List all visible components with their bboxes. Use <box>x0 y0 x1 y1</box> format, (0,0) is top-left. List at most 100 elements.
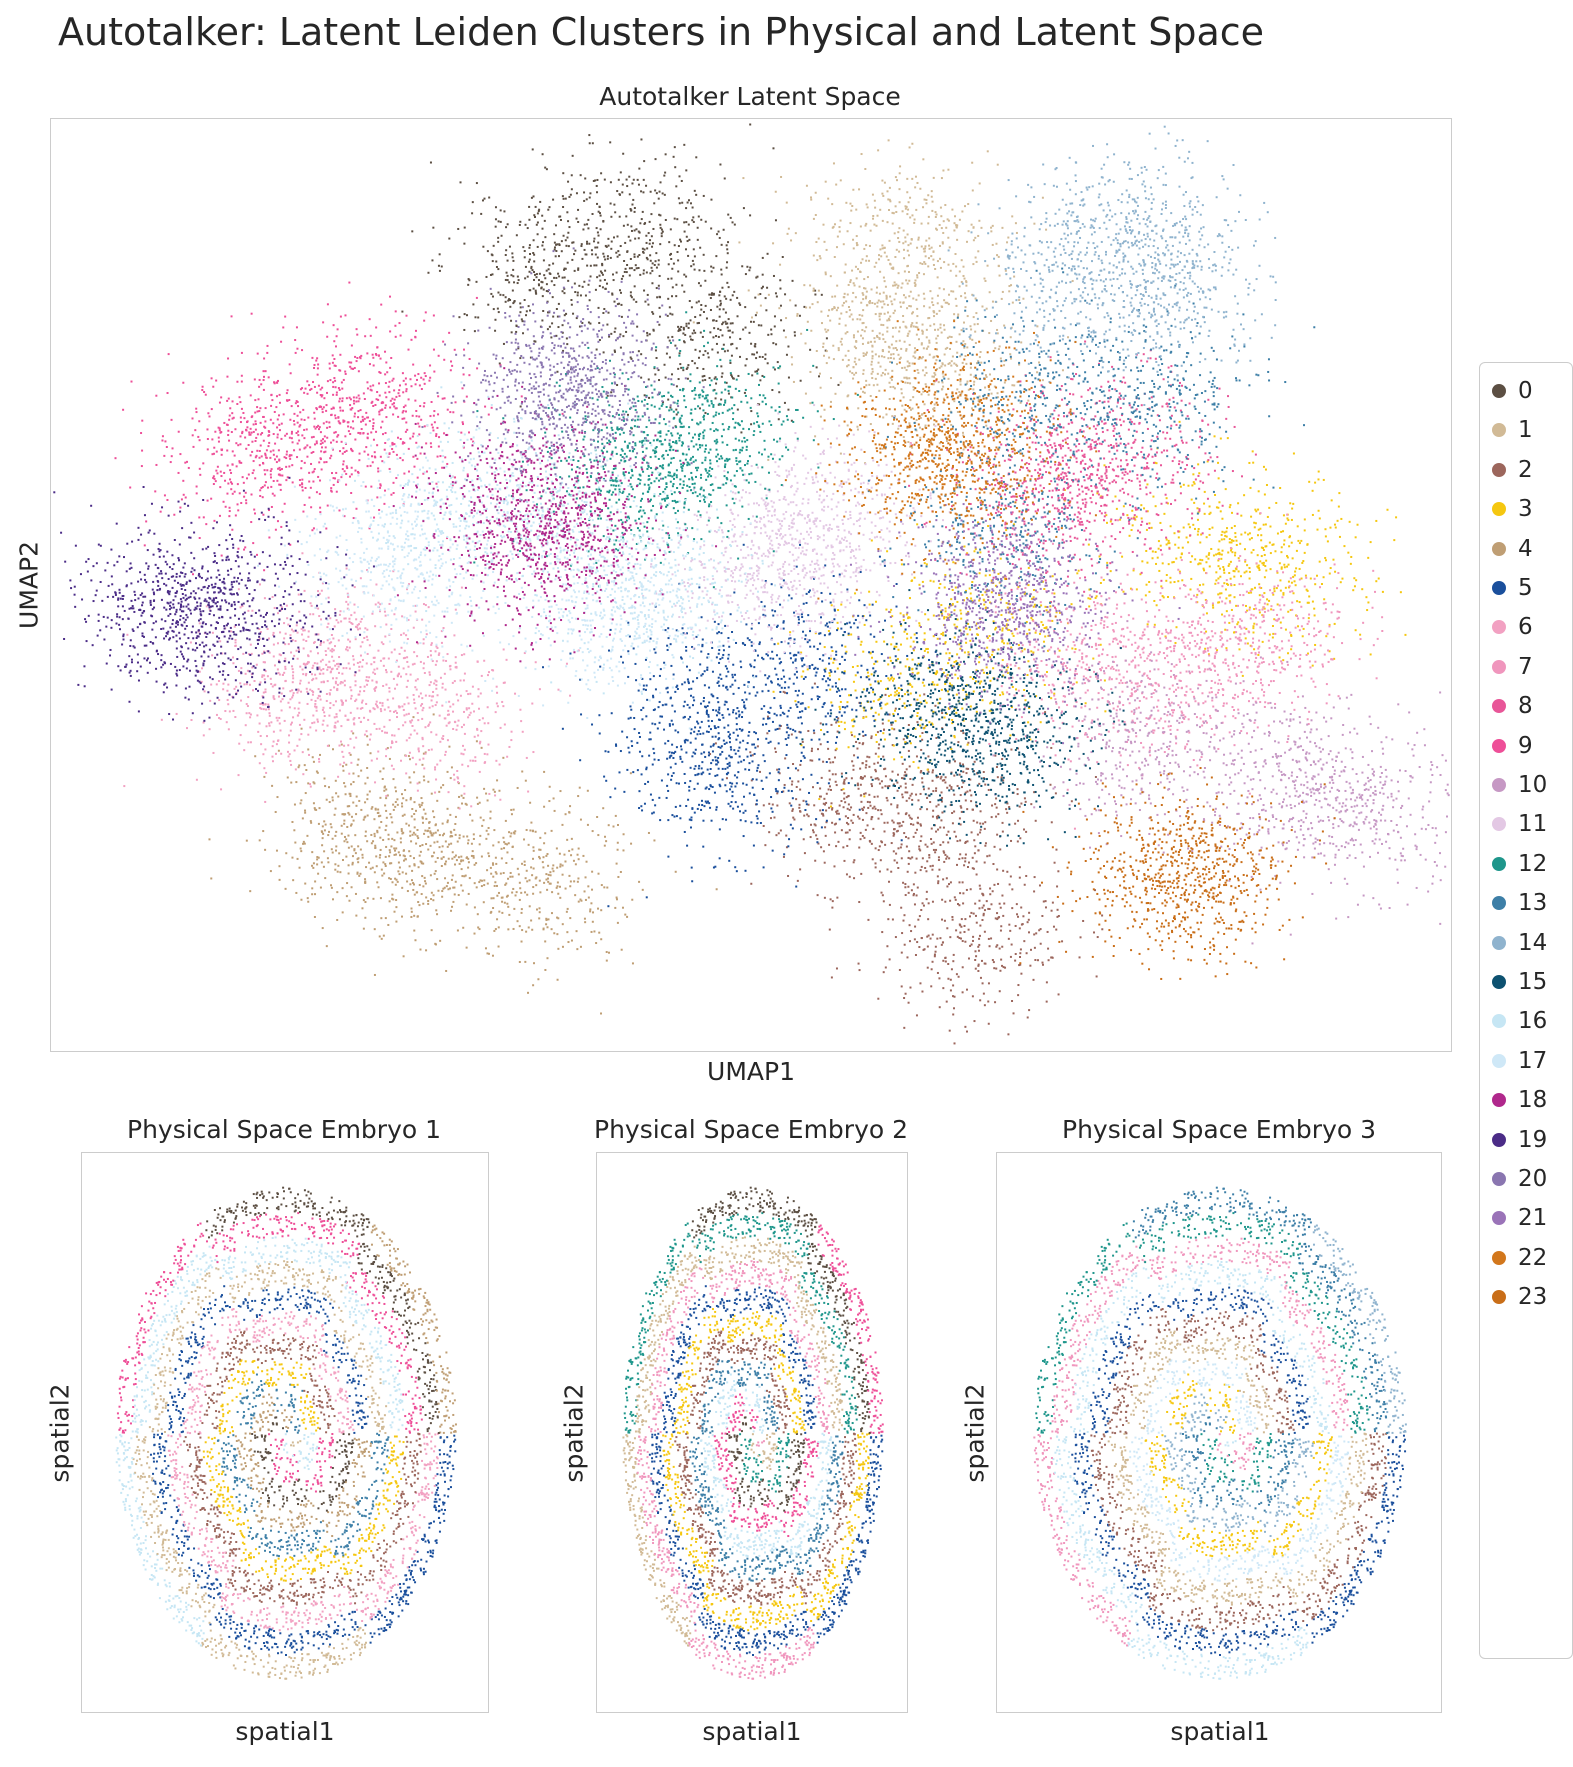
legend-marker <box>1492 581 1506 595</box>
cluster-20-points <box>421 247 705 519</box>
legend-item-2: 2 <box>1492 454 1533 486</box>
legend-item-5: 5 <box>1492 572 1533 604</box>
legend-label: 5 <box>1518 575 1533 601</box>
legend-item-3: 3 <box>1492 493 1533 525</box>
cluster-4-points <box>208 713 718 1015</box>
legend-marker <box>1492 423 1506 438</box>
latent-space-scatter <box>53 123 1450 1045</box>
legend-item-14: 14 <box>1492 927 1547 959</box>
latent-y-axis-label: UMAP2 <box>15 541 44 629</box>
embryo-points <box>1033 1186 1407 1680</box>
legend-item-16: 16 <box>1492 1005 1547 1037</box>
legend-marker <box>1492 896 1506 911</box>
legend-marker <box>1492 659 1506 674</box>
cluster-17-points <box>257 455 752 730</box>
cluster-13-points <box>867 267 1316 648</box>
cluster-23-points <box>1019 767 1336 980</box>
legend-item-19: 19 <box>1492 1124 1547 1156</box>
legend-label: 10 <box>1518 772 1547 798</box>
cluster-2-points <box>709 676 1104 1045</box>
legend-label: 12 <box>1518 851 1547 877</box>
embryo2-scatter <box>622 1186 884 1680</box>
legend-label: 19 <box>1518 1127 1547 1153</box>
embryo-points <box>622 1186 884 1680</box>
cluster-10-points <box>992 620 1450 945</box>
legend-marker <box>1492 1093 1506 1108</box>
legend-label: 4 <box>1518 536 1533 562</box>
legend-label: 13 <box>1518 890 1547 916</box>
cluster-18-points <box>392 367 718 663</box>
legend-marker <box>1492 541 1506 556</box>
cluster-19-points <box>53 476 375 722</box>
legend-marker <box>1492 1172 1506 1186</box>
legend-marker <box>1492 1211 1506 1226</box>
legend-marker <box>1492 856 1506 871</box>
cluster-22-points <box>784 320 1098 618</box>
legend-label: 1 <box>1518 417 1533 443</box>
embryo2-plot <box>596 1152 908 1713</box>
cluster-7-points <box>947 512 1384 831</box>
embryo3-scatter <box>1033 1186 1407 1680</box>
legend-item-20: 20 <box>1492 1163 1547 1195</box>
legend-label: 18 <box>1518 1087 1547 1113</box>
legend-label: 8 <box>1518 693 1533 719</box>
legend-marker <box>1492 699 1506 714</box>
legend-item-10: 10 <box>1492 769 1547 801</box>
legend-marker <box>1492 502 1506 517</box>
embryo1-title: Physical Space Embryo 1 <box>127 1115 441 1144</box>
legend-marker <box>1492 384 1506 398</box>
legend-item-18: 18 <box>1492 1084 1547 1116</box>
legend-marker <box>1492 935 1506 950</box>
embryo3-title: Physical Space Embryo 3 <box>1062 1115 1376 1144</box>
legend-item-21: 21 <box>1492 1202 1547 1234</box>
legend-marker <box>1492 778 1506 792</box>
legend-label: 17 <box>1518 1048 1547 1074</box>
embryo3-plot <box>996 1152 1442 1713</box>
latent-space-title: Autotalker Latent Space <box>599 82 901 111</box>
legend-item-4: 4 <box>1492 533 1533 565</box>
cluster-legend: 0 1 2 3 4 5 6 7 8 9 10 11 12 13 14 15 16 17 18 19 20 21 22 23 <box>1479 362 1573 1659</box>
cluster-9-points <box>114 281 564 576</box>
latent-x-axis-label: UMAP1 <box>707 1057 795 1086</box>
legend-marker <box>1492 1132 1506 1147</box>
embryo3-x-axis-label: spatial1 <box>1170 1717 1269 1746</box>
legend-item-9: 9 <box>1492 730 1533 762</box>
legend-label: 20 <box>1518 1166 1547 1192</box>
legend-label: 3 <box>1518 496 1533 522</box>
cluster-6-points <box>123 552 580 810</box>
legend-label: 6 <box>1518 614 1533 640</box>
legend-marker <box>1492 817 1506 832</box>
legend-label: 16 <box>1518 1008 1547 1034</box>
legend-item-13: 13 <box>1492 887 1547 919</box>
legend-item-0: 0 <box>1492 375 1533 407</box>
legend-label: 0 <box>1518 378 1533 404</box>
cluster-15-points <box>799 589 1126 847</box>
legend-marker <box>1492 1014 1506 1029</box>
legend-marker <box>1492 1053 1506 1068</box>
legend-marker <box>1492 620 1506 635</box>
cluster-3-points <box>772 420 1407 808</box>
cluster-0-points <box>401 123 840 434</box>
legend-label: 7 <box>1518 654 1533 680</box>
cluster-11-points <box>620 403 958 702</box>
legend-marker <box>1492 738 1506 753</box>
embryo2-title: Physical Space Embryo 2 <box>594 1115 908 1144</box>
cluster-1-points <box>692 139 1074 488</box>
legend-label: 15 <box>1518 969 1547 995</box>
legend-label: 11 <box>1518 811 1547 837</box>
legend-item-8: 8 <box>1492 690 1533 722</box>
legend-item-11: 11 <box>1492 808 1547 840</box>
figure-title: Autotalker: Latent Leiden Clusters in Ph… <box>58 10 1264 54</box>
legend-marker <box>1492 1290 1506 1305</box>
embryo1-x-axis-label: spatial1 <box>235 1717 334 1746</box>
umap-points <box>53 123 1450 1045</box>
legend-item-17: 17 <box>1492 1045 1547 1077</box>
embryo-points <box>115 1186 457 1680</box>
legend-item-22: 22 <box>1492 1242 1547 1274</box>
embryo3-y-axis-label: spatial2 <box>961 1383 990 1482</box>
cluster-21-points <box>849 480 1181 745</box>
legend-marker <box>1492 1250 1506 1265</box>
legend-item-23: 23 <box>1492 1281 1547 1313</box>
legend-item-7: 7 <box>1492 651 1533 683</box>
legend-label: 2 <box>1518 457 1533 483</box>
